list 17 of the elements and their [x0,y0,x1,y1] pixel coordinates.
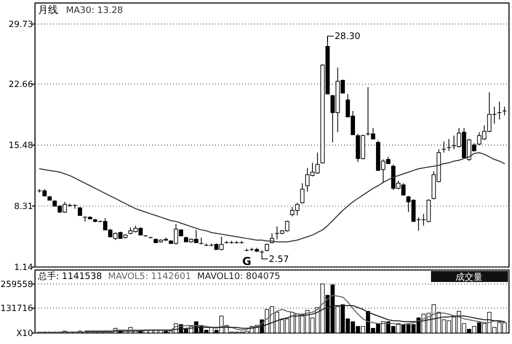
text: MAVOL5: 1142601 [108,272,192,282]
y-tick-label: 29.73 [8,20,33,30]
y-tick-label: 1.14 [14,263,33,273]
annotation: 2.57 [268,254,289,265]
chart-title: 月线 [38,4,58,16]
annotation: G [242,255,252,268]
y-tick-label: 8.31 [14,202,33,212]
annotation: 成交量 [456,272,482,283]
text: MAVOL10: 804075 [197,272,280,282]
y-tick-label: 22.66 [8,80,33,90]
y-tick-label: 15.48 [8,141,33,152]
text: MA30: 13.28 [66,6,124,16]
y-tick-label: 131716 [0,304,33,314]
text: 总手: 1141538 [37,271,102,282]
annotation: 28.30 [334,32,361,42]
y-tick-label: 259558 [0,280,33,290]
y-tick-label: X10 [16,329,33,339]
